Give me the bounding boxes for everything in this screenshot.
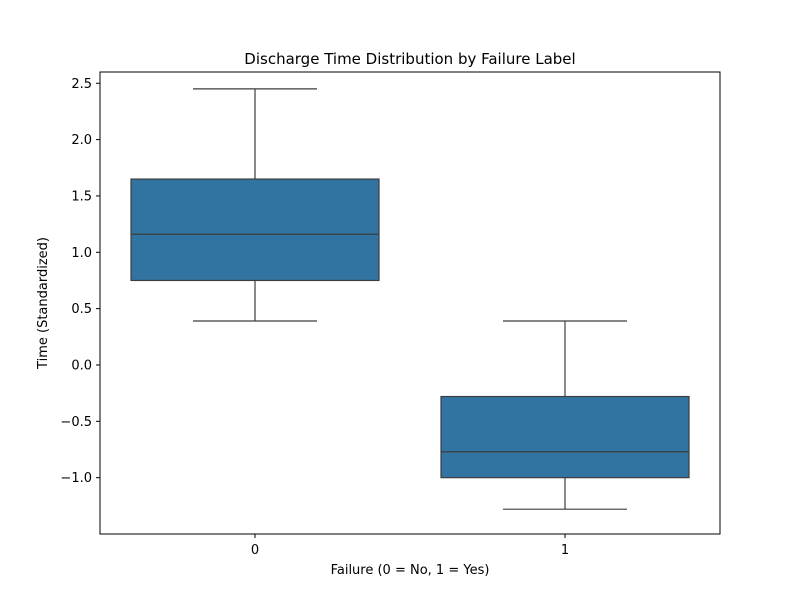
- boxes: [130, 88, 690, 510]
- y-tick-label: 1.5: [71, 189, 92, 204]
- iqr-box: [130, 178, 380, 282]
- iqr-box: [440, 395, 690, 479]
- y-tick-label: 2.5: [71, 77, 92, 92]
- y-tick-label: 2.0: [71, 133, 92, 148]
- y-axis-label: Time (Standardized): [36, 237, 51, 370]
- box-category-0: [130, 88, 380, 322]
- x-tick-label: 0: [251, 543, 259, 558]
- x-axis-label: Failure (0 = No, 1 = Yes): [331, 563, 490, 578]
- y-tick-label: 0.5: [71, 302, 92, 317]
- y-axis: −1.0 −0.5 0.0 0.5 1.0 1.5 2.0 2.5: [60, 77, 100, 486]
- plot-area: [99, 71, 721, 535]
- y-tick-label: −0.5: [60, 415, 92, 430]
- chart-title: Discharge Time Distribution by Failure L…: [244, 50, 575, 68]
- box-category-1: [440, 320, 690, 510]
- y-tick-label: 1.0: [71, 246, 92, 261]
- x-tick-label: 1: [561, 543, 569, 558]
- y-tick-label: −1.0: [60, 471, 92, 486]
- y-tick-label: 0.0: [71, 358, 92, 373]
